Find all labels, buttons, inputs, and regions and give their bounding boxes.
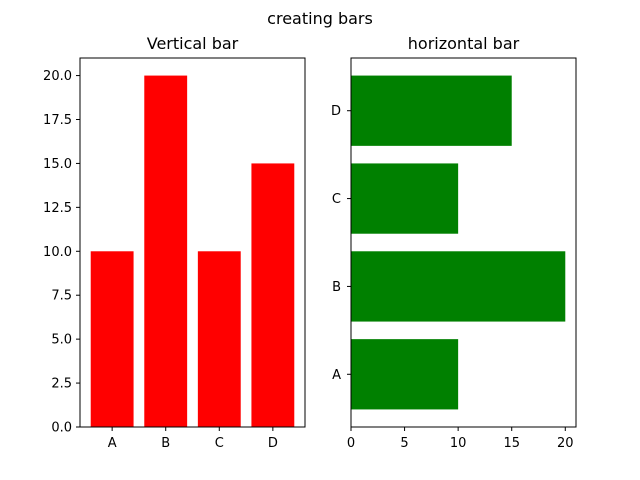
horizontal-chart-frame: [350, 57, 577, 428]
vertical-bar-chart: Vertical bar A B C D 0.0 2.5 5.0 7.5 10.0 12.5 15.…: [43, 34, 306, 451]
horizontal-xtick-label: 5: [400, 436, 408, 451]
vertical-ytick-label: 20.0: [43, 69, 72, 84]
vertical-ytick-label: 2.5: [51, 377, 72, 392]
horizontal-xtick-label: 20: [557, 436, 574, 451]
vertical-chart-frame: [79, 57, 306, 428]
horizontal-xtick-label: 15: [503, 436, 520, 451]
figure-suptitle: creating bars: [267, 9, 373, 28]
vertical-xtick-label: C: [215, 436, 224, 451]
vertical-xtick-label: A: [108, 436, 117, 451]
vertical-ticks-group: A B C D 0.0 2.5 5.0 7.5 10.0 12.5 15.0 17.5 20.0: [43, 69, 278, 451]
vertical-chart-title: Vertical bar: [147, 34, 239, 53]
horizontal-ytick-label: B: [332, 280, 341, 295]
vertical-ytick-label: 17.5: [43, 113, 72, 128]
horizontal-ytick-label: D: [331, 104, 341, 119]
horizontal-bar-d: [351, 75, 512, 146]
horizontal-bars-group: [351, 75, 566, 410]
horizontal-xtick-label: 10: [450, 436, 467, 451]
vertical-ytick-label: 0.0: [51, 421, 72, 436]
horizontal-xtick-label: 0: [347, 436, 355, 451]
vertical-ytick-label: 10.0: [43, 245, 72, 260]
vertical-ytick-label: 7.5: [51, 289, 72, 304]
vertical-xtick-label: B: [161, 436, 170, 451]
vertical-bar-d: [251, 163, 295, 427]
horizontal-bar-a: [351, 339, 459, 410]
horizontal-ytick-label: C: [332, 192, 341, 207]
horizontal-ticks-group: A B C D 0 5 10 15 20: [331, 104, 574, 451]
horizontal-bar-b: [351, 251, 566, 322]
vertical-bars-group: [90, 75, 295, 428]
vertical-bar-a: [90, 251, 134, 427]
vertical-ytick-label: 12.5: [43, 201, 72, 216]
horizontal-bar-chart: horizontal bar A B C D 0 5 10 15 20: [331, 34, 577, 451]
vertical-ytick-label: 5.0: [51, 333, 72, 348]
vertical-bar-b: [144, 75, 188, 428]
horizontal-bar-c: [351, 163, 459, 234]
vertical-bar-c: [197, 251, 241, 427]
vertical-xtick-label: D: [268, 436, 278, 451]
horizontal-chart-title: horizontal bar: [408, 34, 520, 53]
vertical-ytick-label: 15.0: [43, 157, 72, 172]
horizontal-ytick-label: A: [332, 368, 341, 383]
